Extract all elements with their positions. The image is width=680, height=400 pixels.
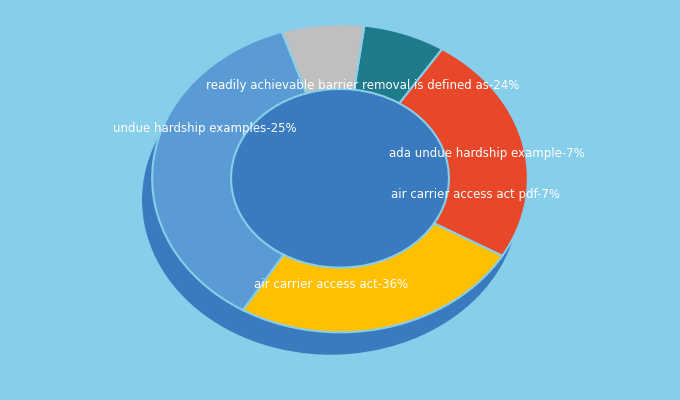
Text: air carrier access act-36%: air carrier access act-36% bbox=[254, 278, 408, 291]
Wedge shape bbox=[243, 223, 503, 332]
Ellipse shape bbox=[143, 46, 518, 354]
Wedge shape bbox=[399, 49, 528, 256]
Text: undue hardship examples-25%: undue hardship examples-25% bbox=[113, 122, 296, 135]
Ellipse shape bbox=[222, 111, 439, 289]
Wedge shape bbox=[354, 26, 442, 103]
Wedge shape bbox=[152, 32, 306, 310]
Wedge shape bbox=[282, 24, 364, 93]
Text: readily achievable barrier removal is defined as-24%: readily achievable barrier removal is de… bbox=[206, 79, 520, 92]
Text: air carrier access act pdf-7%: air carrier access act pdf-7% bbox=[391, 188, 560, 201]
Text: ada undue hardship example-7%: ada undue hardship example-7% bbox=[388, 146, 584, 160]
